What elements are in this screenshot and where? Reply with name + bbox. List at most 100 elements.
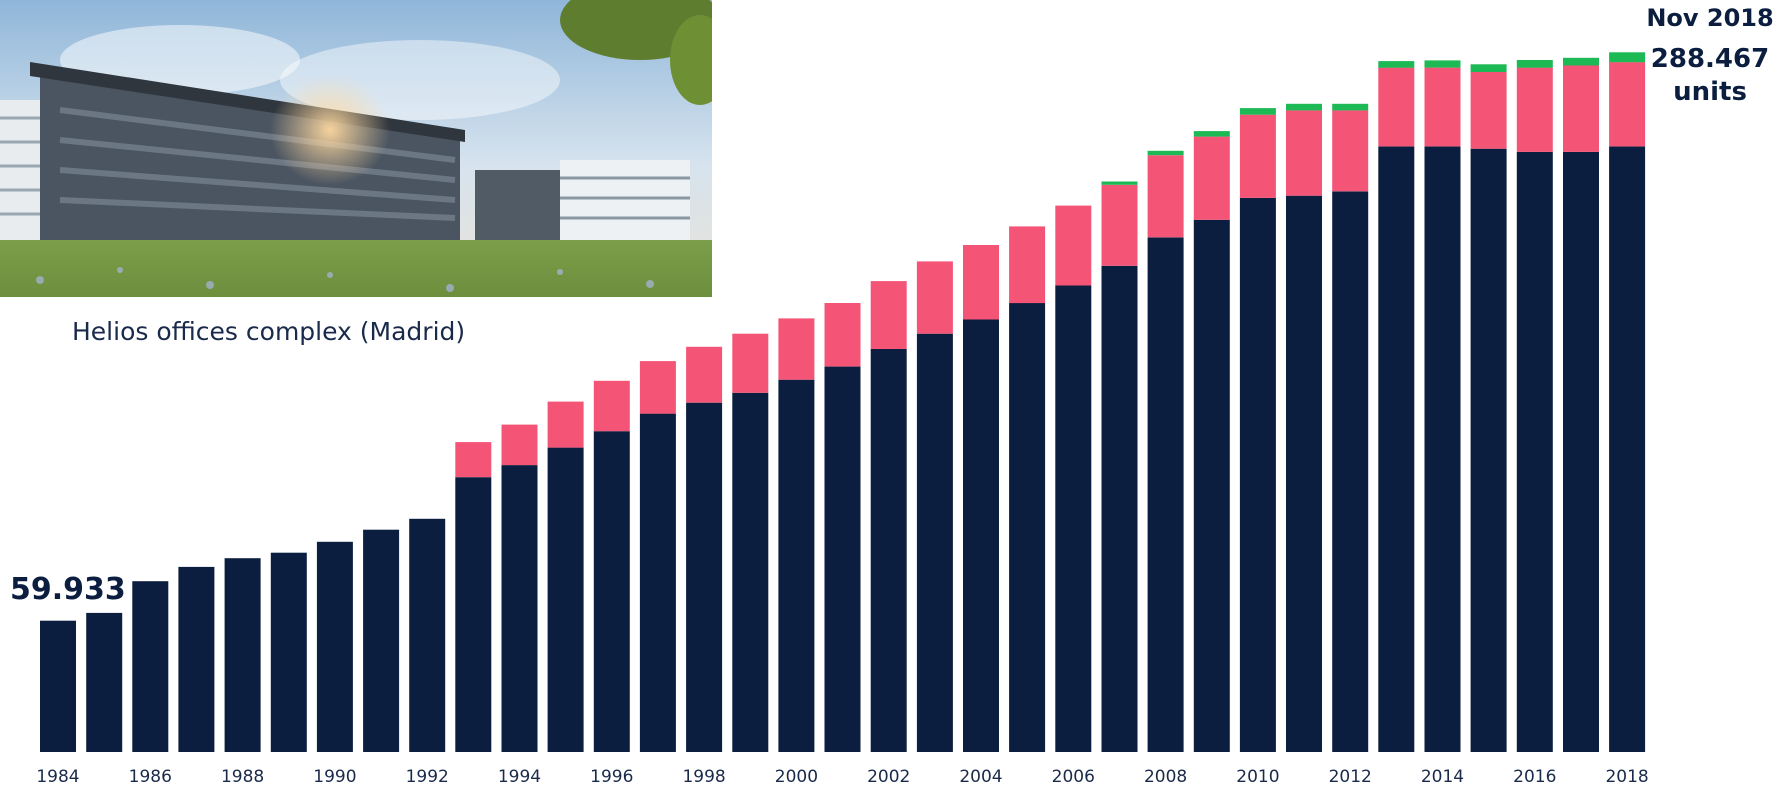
bar-2017-series3 [1563, 57, 1599, 66]
bar-1998-series1 [686, 402, 723, 752]
bar-2012-series2 [1332, 110, 1369, 192]
x-tick-label: 2016 [1513, 767, 1556, 785]
x-tick-label: 1988 [221, 767, 264, 785]
x-tick-label: 2002 [867, 767, 910, 785]
bar-2013-series3 [1378, 61, 1415, 68]
end-date-label: Nov 2018 [1646, 4, 1774, 32]
x-tick-label: 1998 [682, 767, 725, 785]
bar-2003-series1 [916, 333, 953, 752]
bar-1994-series1 [501, 465, 538, 752]
bar-1997-series1 [639, 413, 676, 752]
x-tick-label: 1990 [313, 767, 356, 785]
x-tick-label: 2018 [1605, 767, 1648, 785]
bar-1984-series1 [40, 620, 76, 752]
x-tick-label: 1984 [36, 767, 79, 785]
bar-1993-series2 [455, 442, 492, 478]
bar-1995-series2 [547, 401, 584, 448]
bar-2016-series1 [1516, 151, 1553, 752]
bar-2007-series1 [1101, 265, 1138, 752]
bar-1999-series1 [732, 392, 769, 752]
bar-1990-series1 [316, 541, 353, 752]
bar-2010-series2 [1239, 114, 1276, 198]
bar-2006-series2 [1055, 205, 1092, 286]
bar-1988-series1 [224, 558, 261, 752]
end-value-label: 288.467 units [1640, 43, 1780, 109]
bar-1996-series2 [593, 380, 630, 432]
bar-2014-series2 [1424, 67, 1461, 147]
bar-2018-series1 [1609, 146, 1646, 752]
bar-2011-series2 [1286, 110, 1322, 196]
x-tick-label: 1986 [129, 767, 172, 785]
bar-2013-series1 [1378, 146, 1415, 752]
bar-2006-series1 [1055, 285, 1092, 752]
end-value-unit: units [1673, 77, 1747, 107]
bar-2010-series3 [1239, 108, 1276, 115]
bar-2002-series2 [870, 281, 907, 349]
bar-1999-series2 [732, 333, 769, 393]
bar-1991-series1 [363, 529, 400, 752]
bar-2005-series1 [1009, 303, 1046, 752]
bar-2009-series2 [1193, 136, 1230, 220]
bar-2012-series1 [1332, 191, 1369, 752]
bar-1995-series1 [547, 447, 584, 752]
bar-2017-series1 [1563, 151, 1599, 752]
bar-2012-series3 [1332, 103, 1369, 111]
bar-2007-series2 [1101, 184, 1138, 266]
bar-2018-series3 [1609, 52, 1646, 63]
x-tick-label: 1996 [590, 767, 633, 785]
bar-2008-series1 [1147, 237, 1184, 752]
x-tick-label: 2008 [1144, 767, 1187, 785]
bar-2016-series2 [1516, 67, 1553, 152]
bar-1992-series1 [409, 518, 446, 752]
bar-2005-series2 [1009, 226, 1046, 304]
bar-1993-series1 [455, 477, 492, 752]
bar-2015-series3 [1470, 64, 1507, 72]
bar-1987-series1 [178, 566, 215, 752]
bar-1986-series1 [132, 581, 169, 752]
x-tick-label: 2014 [1421, 767, 1464, 785]
bar-group [40, 52, 1646, 753]
bar-2008-series3 [1147, 150, 1184, 156]
bar-1998-series2 [686, 346, 723, 403]
x-tick-label: 2004 [959, 767, 1002, 785]
bar-2011-series1 [1286, 195, 1322, 752]
bar-2015-series1 [1470, 148, 1507, 752]
x-tick-label: 2012 [1329, 767, 1372, 785]
bar-2003-series2 [916, 261, 953, 334]
bar-2008-series2 [1147, 155, 1184, 238]
bar-2007-series3 [1101, 181, 1138, 185]
end-value-number: 288.467 [1650, 44, 1770, 74]
bar-1989-series1 [270, 552, 307, 752]
bar-2009-series3 [1193, 131, 1230, 137]
bar-2018-series2 [1609, 62, 1646, 147]
x-tick-label: 1994 [498, 767, 541, 785]
x-axis-labels: 1984 1986 1988 1990 1992 1994 1996 1998 2000 2002… [36, 767, 1648, 785]
x-tick-label: 2006 [1052, 767, 1095, 785]
bar-2004-series2 [963, 245, 999, 320]
bar-2011-series3 [1286, 103, 1322, 111]
bar-1997-series2 [639, 361, 676, 414]
start-value-label: 59.933 [10, 572, 126, 607]
bar-2000-series1 [778, 379, 815, 752]
bar-2002-series1 [870, 349, 907, 752]
x-tick-label: 2010 [1236, 767, 1279, 785]
bar-2010-series1 [1239, 197, 1276, 752]
x-tick-label: 1992 [406, 767, 449, 785]
x-tick-label: 2000 [775, 767, 818, 785]
bar-2014-series1 [1424, 146, 1461, 752]
photo-caption: Helios offices complex (Madrid) [72, 317, 466, 346]
bar-1985-series1 [86, 612, 123, 752]
bar-2015-series2 [1470, 72, 1507, 149]
office-building-photo [0, 0, 712, 297]
bar-2013-series2 [1378, 67, 1415, 147]
bar-2017-series2 [1563, 65, 1599, 152]
bar-2001-series1 [824, 366, 861, 752]
bar-2016-series3 [1516, 60, 1553, 68]
bar-2009-series1 [1193, 219, 1230, 753]
bar-2000-series2 [778, 318, 815, 380]
bar-1996-series1 [593, 431, 630, 752]
bar-2004-series1 [963, 319, 999, 752]
bar-1994-series2 [501, 424, 538, 466]
bar-2014-series3 [1424, 60, 1461, 68]
